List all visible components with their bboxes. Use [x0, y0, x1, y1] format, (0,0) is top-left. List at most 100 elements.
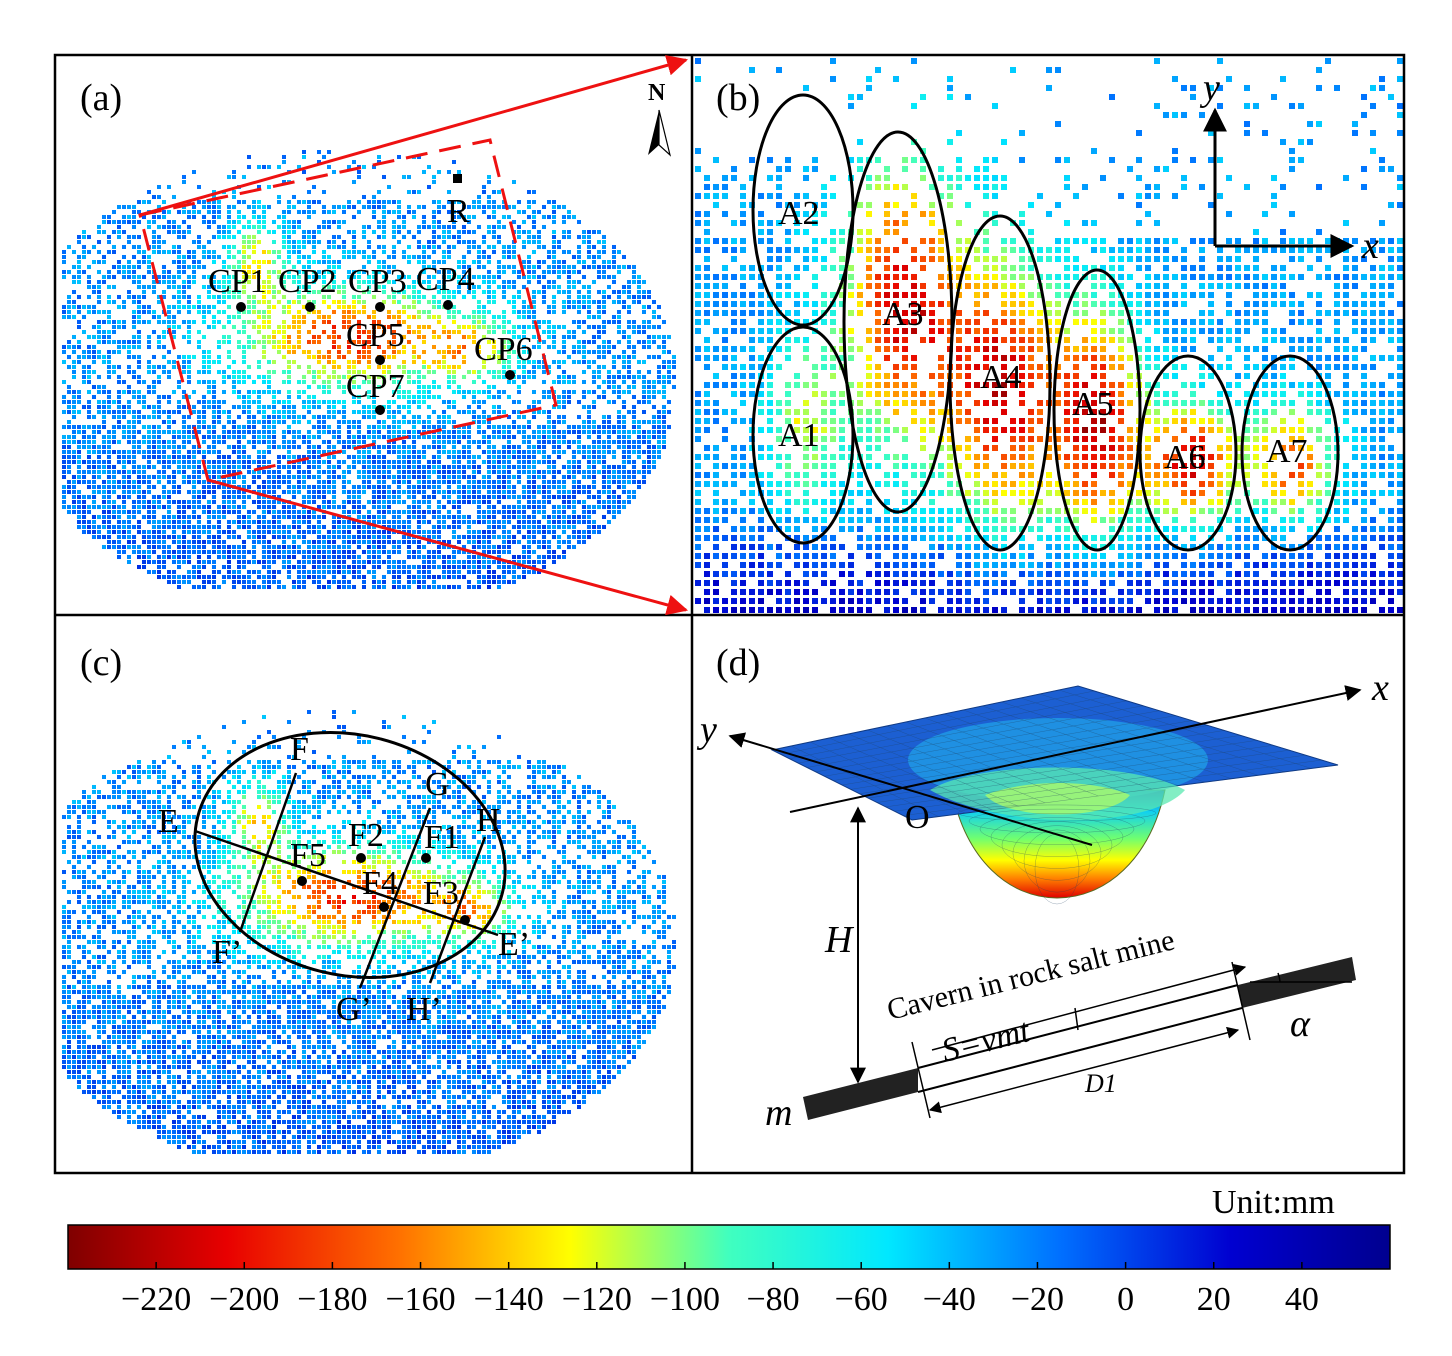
profile-f-label: F	[290, 731, 309, 768]
area-a4-label: A4	[980, 359, 1022, 396]
cp6-label: CP6	[474, 331, 533, 368]
colorbar-tick-label: −140	[474, 1281, 544, 1318]
cp1-label: CP1	[208, 263, 267, 300]
cp4-label: CP4	[416, 261, 475, 298]
colorbar-tick-label: −100	[650, 1281, 720, 1318]
panel-b-y-label: y	[1199, 67, 1220, 109]
colorbar-tick-label: −160	[385, 1281, 455, 1318]
origin-label: O	[905, 799, 930, 836]
profile-h-label: H	[476, 802, 501, 839]
thickness-label: m	[765, 1092, 792, 1134]
colorbar-ticks: −220 −200 −180 −160 −140 −120 −100 −80 −60 −40 −20…	[121, 1262, 1319, 1318]
f1-label: F1	[424, 819, 460, 856]
area-a7-ellipse	[1240, 354, 1340, 552]
panel-b-label: (b)	[716, 77, 760, 119]
f3-label: F3	[423, 875, 459, 912]
cp7-marker	[375, 405, 385, 415]
f4-marker	[379, 902, 389, 912]
colorbar-unit: Unit:mm	[1212, 1184, 1335, 1221]
colorbar-tick-label: −20	[1011, 1281, 1064, 1318]
panel-d-label: (d)	[716, 642, 760, 684]
panel-d: (d) x y O H	[696, 642, 1389, 1134]
subsidence-surface	[770, 685, 1339, 905]
check-points: CP1 CP2 CP3 CP4 CP5 CP6 CP7	[208, 261, 533, 415]
area-a1-label: A1	[778, 417, 820, 454]
panel-d-y-axis	[728, 732, 1093, 846]
profile-e-label: E	[158, 803, 179, 840]
colorbar-tick-label: −40	[923, 1281, 976, 1318]
reference-point-marker	[453, 174, 462, 183]
colorbar-tick-label: −120	[562, 1281, 632, 1318]
length-label: D1	[1084, 1069, 1117, 1098]
north-arrow-icon: N	[648, 80, 672, 157]
profile-h-line	[428, 836, 487, 984]
profile-h-prime-label: H’	[406, 991, 442, 1028]
subsidence-ellipse	[193, 731, 507, 979]
panel-c: (c) E E’ F F’ G G’ H H’ F1 F2 F3 F4 F5	[80, 642, 530, 1028]
advance-label: S=vmt	[938, 1012, 1035, 1070]
cp3-label: CP3	[348, 263, 407, 300]
reference-point-label: R	[447, 193, 470, 230]
area-a5-ellipse	[1052, 268, 1142, 552]
area-a4-ellipse	[948, 214, 1052, 552]
cp4-marker	[443, 300, 453, 310]
area-a6-label: A6	[1164, 439, 1206, 476]
profile-g-line	[358, 807, 432, 989]
cp1-marker	[236, 302, 246, 312]
colorbar-tick-label: −200	[209, 1281, 279, 1318]
f4-label: F4	[362, 865, 398, 902]
zoom-arrow-top	[139, 55, 689, 217]
panel-d-x-axis	[789, 685, 1362, 813]
panel-b-x-label: x	[1361, 225, 1379, 267]
panel-a: (a) N R CP1 CP2 CP3 CP4 CP5	[80, 55, 689, 616]
panel-d-x-label: x	[1371, 667, 1389, 709]
profile-f-line	[238, 772, 298, 933]
colorbar-tick-label: 0	[1117, 1281, 1134, 1318]
area-a7-label: A7	[1266, 433, 1308, 470]
panel-a-deformation-dots	[62, 150, 676, 589]
profile-e-prime-label: E’	[498, 926, 530, 963]
area-a5-label: A5	[1072, 386, 1114, 423]
north-label: N	[648, 80, 666, 106]
colorbar-tick-label: 20	[1197, 1281, 1231, 1318]
area-a6-ellipse	[1138, 354, 1238, 552]
colorbar-gradient	[67, 1224, 1391, 1270]
area-a2-label: A2	[778, 195, 820, 232]
zoom-extent-box	[138, 138, 558, 482]
f5-marker	[297, 876, 307, 886]
colorbar-tick-label: −180	[297, 1281, 367, 1318]
cp5-label: CP5	[346, 317, 405, 354]
profile-g-label: G	[425, 766, 450, 803]
panel-c-label: (c)	[80, 642, 122, 684]
cp2-label: CP2	[278, 263, 337, 300]
colorbar-tick-label: −80	[746, 1281, 799, 1318]
length-arrow	[928, 1026, 1240, 1114]
f2-label: F2	[348, 817, 384, 854]
zoom-arrow-bottom	[207, 478, 689, 616]
cavern-seam	[803, 957, 1356, 1120]
dip-angle-label: α	[1290, 1003, 1311, 1045]
panel-a-label: (a)	[80, 77, 122, 119]
panel-d-y-label: y	[696, 709, 717, 751]
cp7-label: CP7	[346, 368, 405, 405]
f2-marker	[356, 853, 366, 863]
f1-marker	[421, 853, 431, 863]
colorbar-tick-label: −60	[835, 1281, 888, 1318]
cp2-marker	[305, 302, 315, 312]
panel-b: (b) y x A1 A2 A3 A4 A5 A6 A7	[716, 67, 1379, 552]
profile-f-prime-label: F’	[212, 934, 242, 971]
depth-label: H	[824, 919, 855, 961]
colorbar-tick-label: −220	[121, 1281, 191, 1318]
f5-label: F5	[290, 837, 326, 874]
profile-e-line	[194, 829, 499, 937]
colorbar: Unit:mm −220 −200 −180 −160 −140 −120 −100 −80−…	[67, 1184, 1391, 1318]
panel-c-deformation-dots	[62, 710, 676, 1154]
cp6-marker	[505, 370, 515, 380]
f3-marker	[460, 915, 470, 925]
profile-g-prime-label: G’	[336, 991, 372, 1028]
area-a3-label: A3	[882, 296, 924, 333]
colorbar-tick-label: 40	[1285, 1281, 1319, 1318]
cp5-marker	[375, 355, 385, 365]
panel-b-deformation-dots	[695, 58, 1403, 613]
